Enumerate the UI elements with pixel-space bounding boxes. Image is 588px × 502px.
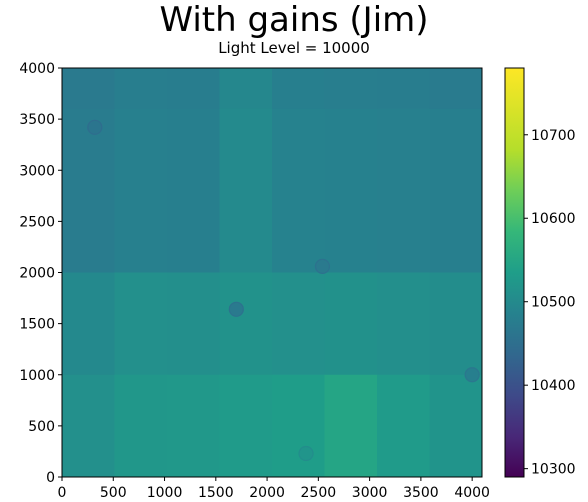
y-tick-label: 0 — [46, 470, 55, 486]
colorbar-tick-label: 10600 — [531, 211, 576, 227]
heatmap-cell — [62, 374, 115, 478]
heatmap-cell — [272, 68, 325, 110]
heatmap-cell — [377, 272, 430, 376]
heatmap-spot — [228, 301, 244, 317]
heatmap-cell — [219, 108, 273, 273]
heatmap-cell — [62, 68, 115, 110]
chart-title: With gains (Jim) — [159, 0, 429, 40]
heatmap-cell — [219, 68, 273, 110]
heatmap-cell — [114, 68, 168, 110]
heatmap-cell — [167, 68, 220, 110]
heatmap-cell — [167, 272, 220, 376]
x-tick-label: 500 — [100, 485, 127, 501]
y-tick-label: 3000 — [19, 163, 55, 179]
heatmap-cell — [377, 374, 430, 478]
x-tick-label: 2500 — [301, 485, 337, 501]
heatmap-cell — [114, 272, 168, 376]
x-tick-label: 3500 — [403, 485, 439, 501]
colorbar-tick-label: 10300 — [531, 462, 576, 478]
y-tick-label: 1000 — [19, 368, 55, 384]
x-tick-label: 2000 — [249, 485, 285, 501]
heatmap-spot — [464, 367, 480, 383]
heatmap-cells — [62, 68, 483, 478]
heatmap-cell — [377, 108, 430, 273]
x-axis: 0 500 1000 1500 2000 2500 3000 3500 4000 — [58, 477, 490, 501]
colorbar-tick-label: 10700 — [531, 128, 576, 144]
heatmap-cell — [377, 68, 430, 110]
heatmap-spots — [87, 119, 480, 462]
colorbar-tick-label: 10400 — [531, 378, 576, 394]
heatmap-cell — [167, 374, 220, 478]
x-tick-label: 3000 — [352, 485, 388, 501]
heatmap-spot — [314, 258, 331, 274]
colorbar-axis: 10300 10400 10500 10600 10700 — [524, 128, 576, 478]
y-tick-label: 500 — [28, 419, 55, 435]
x-tick-label: 0 — [58, 485, 67, 501]
chart-subtitle: Light Level = 10000 — [218, 39, 370, 57]
x-tick-label: 4000 — [454, 485, 490, 501]
heatmap-cell — [429, 68, 483, 110]
heatmap-cell — [429, 272, 483, 376]
heatmap-cell — [272, 374, 325, 478]
heatmap-cell — [429, 108, 483, 273]
y-tick-label: 4000 — [19, 61, 55, 77]
y-tick-label: 1500 — [19, 317, 55, 333]
heatmap-cell — [324, 272, 378, 376]
heatmap-cell — [62, 108, 115, 273]
colorbar-tick-label: 10500 — [531, 295, 576, 311]
heatmap-spot — [87, 119, 103, 135]
heatmap-cell — [167, 108, 220, 273]
heatmap-cell — [324, 108, 378, 273]
heatmap-cell — [219, 374, 273, 478]
heatmap-cell — [272, 272, 325, 376]
heatmap-cell — [62, 272, 115, 376]
heatmap-cell — [324, 374, 378, 478]
heatmap-cell — [114, 374, 168, 478]
x-tick-label: 1500 — [198, 485, 234, 501]
heatmap-cell — [272, 108, 325, 273]
heatmap-cell — [324, 68, 378, 110]
y-tick-label: 3500 — [19, 112, 55, 128]
y-axis: 0 500 1000 1500 2000 2500 3000 3500 4000 — [19, 61, 62, 486]
x-tick-label: 1000 — [147, 485, 183, 501]
heatmap-spot — [298, 445, 314, 462]
colorbar — [504, 67, 525, 478]
heatmap-cell — [114, 108, 168, 273]
heatmap-cell — [429, 374, 483, 478]
heatmap-cell — [219, 272, 273, 376]
y-tick-label: 2000 — [19, 266, 55, 282]
y-tick-label: 2500 — [19, 214, 55, 230]
